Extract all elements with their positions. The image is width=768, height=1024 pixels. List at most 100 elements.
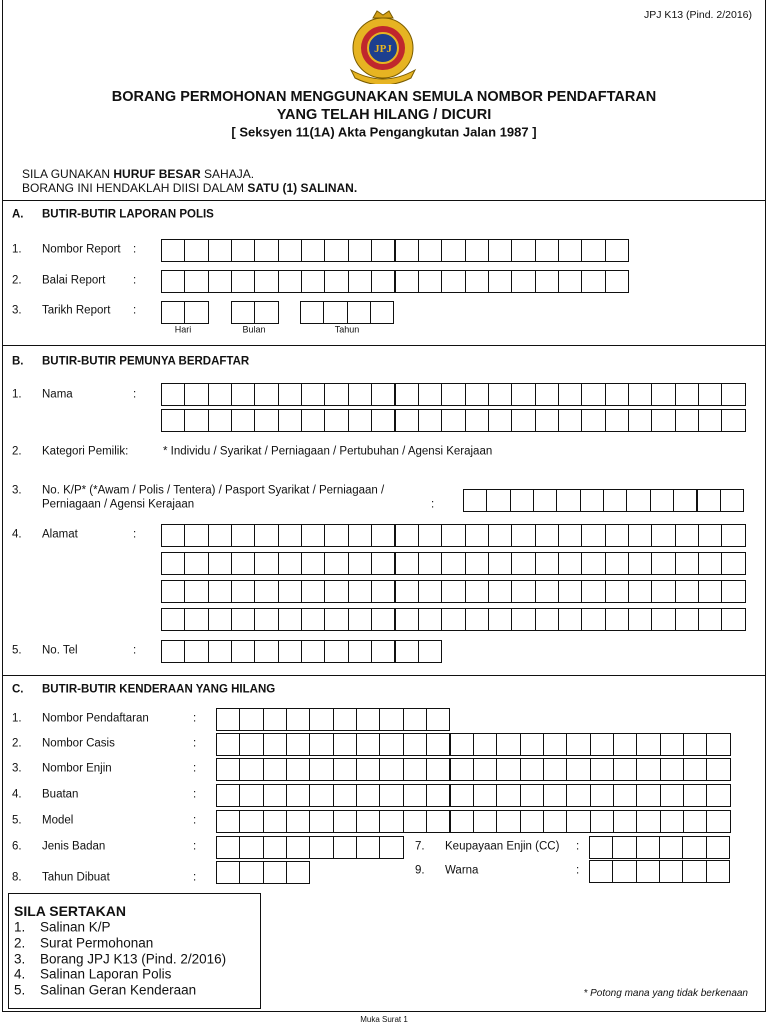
section-letter: C. <box>12 683 24 696</box>
input-box <box>371 552 396 575</box>
section-title: BUTIR-BUTIR LAPORAN POLIS <box>42 208 214 221</box>
field-label: Balai Report <box>42 274 106 287</box>
input-box <box>347 608 373 631</box>
input-box <box>721 524 746 547</box>
input-box <box>487 383 513 406</box>
input-box <box>254 409 279 432</box>
text: SAHAJA. <box>200 167 255 181</box>
input-box <box>356 708 381 731</box>
attachment-text: Borang JPJ K13 (Pind. 2/2016) <box>40 950 227 966</box>
input-box <box>472 733 498 756</box>
input-box <box>651 608 676 631</box>
input-box <box>347 640 373 663</box>
input-box <box>277 640 303 663</box>
field-label: Nombor Pendaftaran <box>42 712 149 725</box>
input-box <box>464 552 489 575</box>
input-box <box>682 836 707 859</box>
input-box <box>301 552 326 575</box>
input-box <box>566 733 591 756</box>
input-box <box>721 552 746 575</box>
input-box <box>262 784 288 807</box>
text: BORANG INI HENDAKLAH DIISI DALAM <box>22 181 248 195</box>
date-part-label: Tahun <box>334 324 360 335</box>
input-box <box>207 640 233 663</box>
input-box <box>184 409 209 432</box>
input-box <box>556 489 581 512</box>
field-number: 2. <box>12 737 22 750</box>
field-number: 5. <box>12 814 22 827</box>
attachment-text: Salinan Laporan Polis <box>40 966 172 982</box>
input-box <box>300 301 325 324</box>
input-box <box>239 810 264 833</box>
input-box <box>309 733 334 756</box>
input-box <box>184 239 209 262</box>
input-box <box>239 733 264 756</box>
input-box <box>581 580 606 603</box>
input-box <box>207 383 233 406</box>
field-colon: : <box>193 788 197 801</box>
field-label: Tarikh Report <box>42 304 111 317</box>
input-box <box>441 270 466 293</box>
input-box <box>394 409 419 432</box>
input-box <box>683 810 708 833</box>
input-box <box>683 758 708 781</box>
input-box <box>347 580 373 603</box>
input-box <box>706 758 731 781</box>
input-box <box>277 239 303 262</box>
field-label: Alamat <box>42 528 78 541</box>
field-label: Model <box>42 814 74 827</box>
input-box <box>286 861 311 884</box>
input-box <box>417 409 443 432</box>
field-colon: : <box>193 762 197 775</box>
section-divider <box>2 345 766 346</box>
input-box <box>635 836 661 859</box>
input-box <box>184 608 209 631</box>
section-title: BUTIR-BUTIR PEMUNYA BERDAFTAR <box>42 355 250 368</box>
input-box <box>161 270 186 293</box>
input-box <box>557 580 583 603</box>
input-box <box>347 270 373 293</box>
input-box <box>379 836 404 859</box>
input-box <box>698 383 723 406</box>
input-box <box>441 383 466 406</box>
input-box <box>347 552 373 575</box>
input-box <box>301 409 326 432</box>
field-number: 7. <box>415 840 425 853</box>
field-label: Warna <box>445 864 479 877</box>
field-colon: : <box>193 871 197 884</box>
input-box <box>301 640 326 663</box>
input-box <box>659 810 684 833</box>
input-box <box>511 580 536 603</box>
input-box <box>636 758 661 781</box>
input-box <box>604 552 629 575</box>
input-box <box>496 810 521 833</box>
input-box <box>603 489 628 512</box>
field-number: 4. <box>12 528 22 541</box>
input-box <box>519 758 544 781</box>
attachment-number: 1. <box>14 919 26 935</box>
input-box <box>557 552 583 575</box>
input-box <box>161 552 186 575</box>
input-box <box>379 810 404 833</box>
input-box <box>581 608 606 631</box>
input-box <box>628 580 653 603</box>
input-box <box>216 733 241 756</box>
input-box <box>441 409 466 432</box>
input-box <box>487 270 513 293</box>
input-box <box>216 758 241 781</box>
input-box <box>426 708 451 731</box>
page-number: Muka Surat 1 <box>360 1015 408 1024</box>
input-box <box>659 836 684 859</box>
input-box <box>449 810 474 833</box>
input-box <box>557 383 583 406</box>
input-box <box>216 784 241 807</box>
field-colon: : <box>193 840 197 853</box>
input-box <box>239 861 264 884</box>
input-box <box>254 640 279 663</box>
input-box <box>519 784 544 807</box>
input-box <box>566 784 591 807</box>
input-box <box>604 608 629 631</box>
input-box <box>674 608 700 631</box>
input-box <box>309 836 334 859</box>
section-divider <box>2 675 766 676</box>
